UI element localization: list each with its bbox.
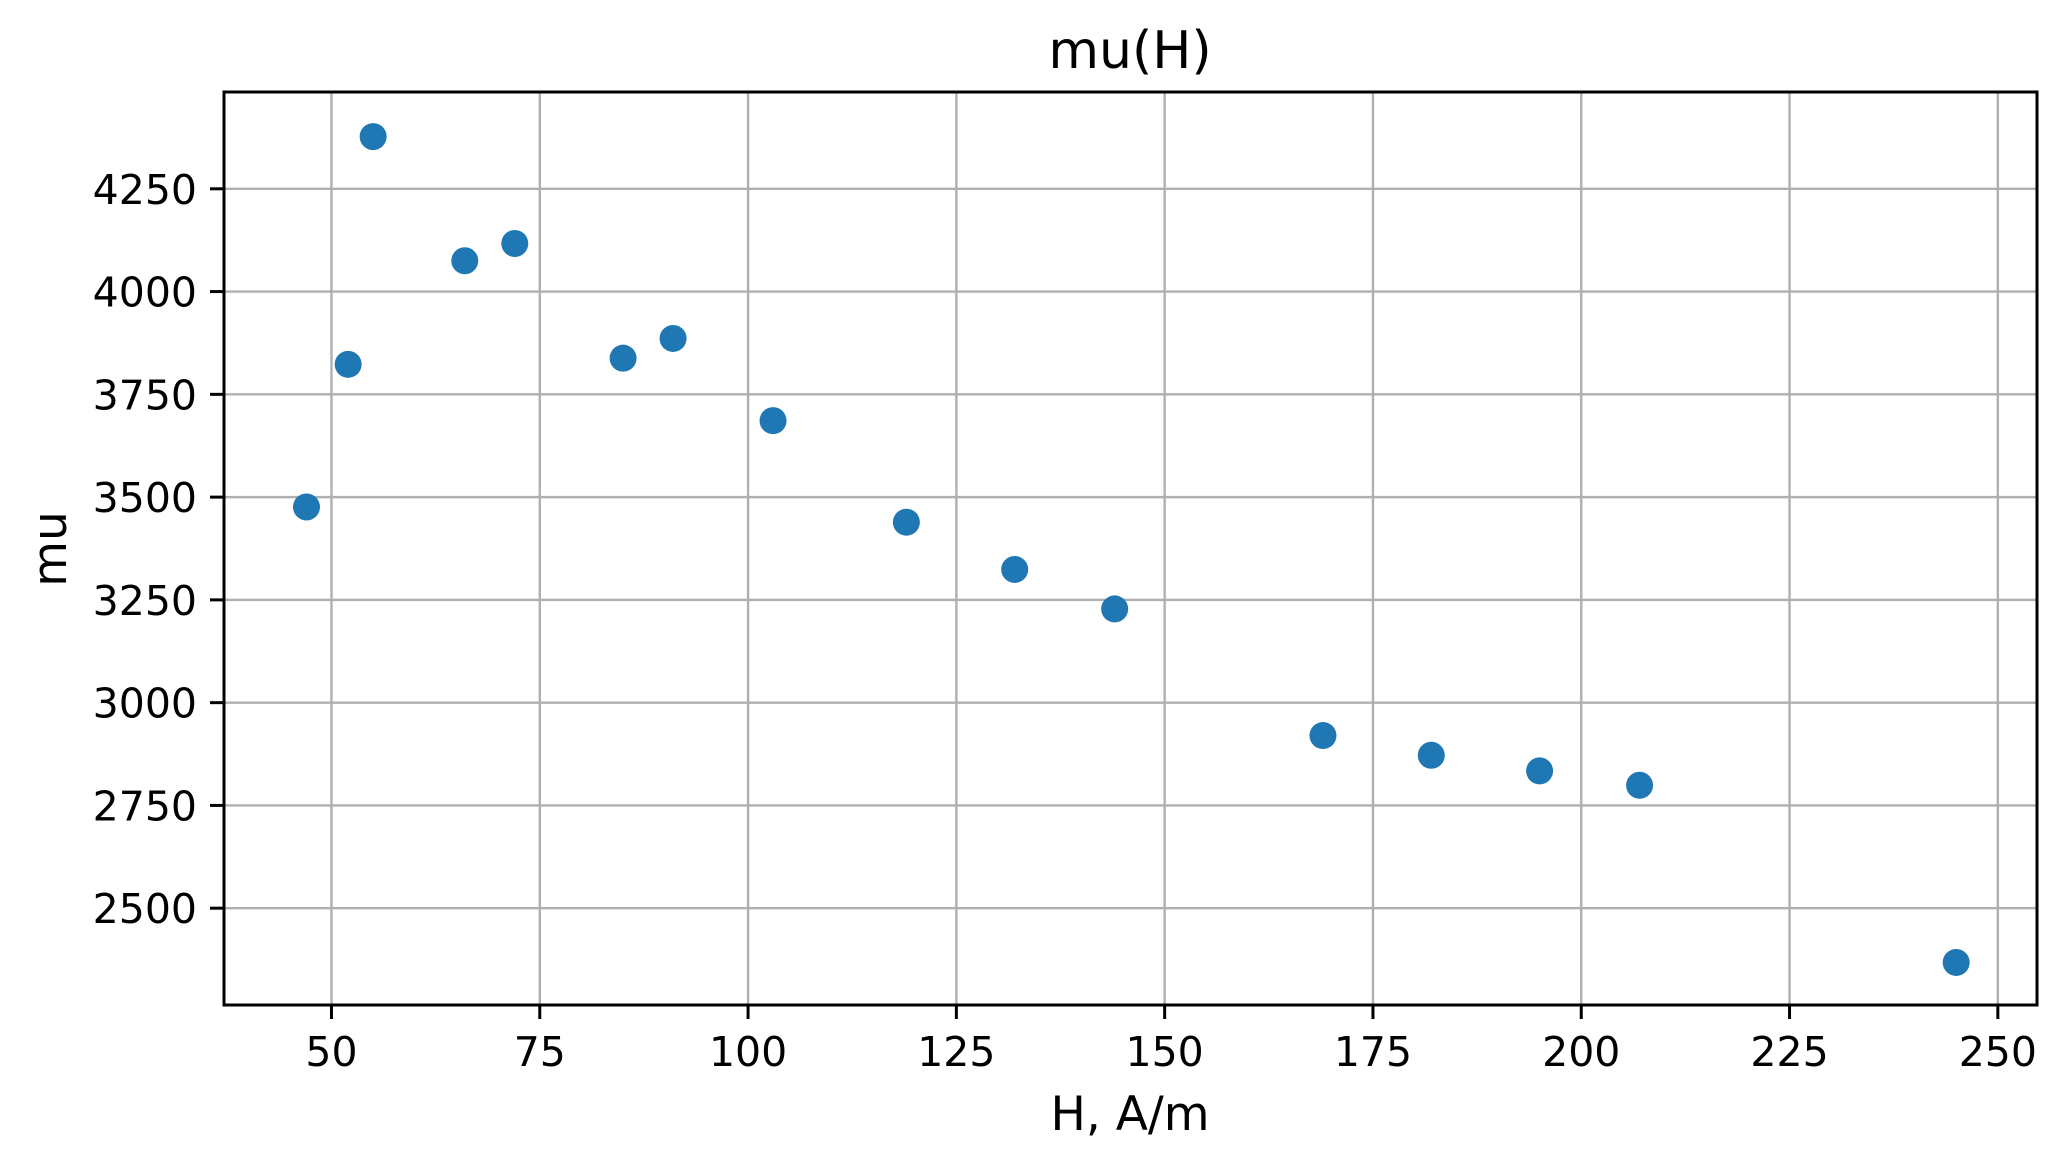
x-tick-label: 175 xyxy=(1334,1028,1412,1076)
data-point xyxy=(1942,948,1970,976)
y-tick-label: 4250 xyxy=(93,166,197,214)
data-point xyxy=(892,508,920,536)
y-axis-label: mu xyxy=(23,511,78,587)
axes-layer xyxy=(210,90,2039,1019)
y-tick-label: 3250 xyxy=(93,577,197,625)
x-tick-label: 100 xyxy=(709,1028,787,1076)
y-tick-label: 2500 xyxy=(93,885,197,933)
x-tick-label: 150 xyxy=(1126,1028,1204,1076)
y-tick-label: 3750 xyxy=(93,371,197,419)
x-tick-label: 225 xyxy=(1750,1028,1828,1076)
data-point xyxy=(501,229,529,257)
y-tick-label: 3500 xyxy=(93,474,197,522)
x-tick-label: 50 xyxy=(305,1028,357,1076)
data-point xyxy=(1417,741,1445,769)
tick-label-layer: 50 75 100 125 150 175 200 225 250 2500 2750 3000 325… xyxy=(93,166,2037,1076)
x-tick-label: 75 xyxy=(514,1028,566,1076)
y-tick-label: 3000 xyxy=(93,680,197,728)
plot-area-border xyxy=(222,90,2039,1007)
x-axis-label: H, A/m xyxy=(1051,1087,1210,1142)
x-tick-label: 200 xyxy=(1542,1028,1620,1076)
data-point xyxy=(759,407,787,435)
data-point xyxy=(1309,722,1337,750)
y-tick-label: 4000 xyxy=(93,269,197,317)
x-tick-label: 125 xyxy=(917,1028,995,1076)
y-tick-label: 2750 xyxy=(93,782,197,830)
x-tick-label: 250 xyxy=(1959,1028,2037,1076)
data-point xyxy=(451,247,479,275)
data-point xyxy=(292,493,320,521)
data-point xyxy=(1001,555,1029,583)
points-layer xyxy=(292,123,1970,976)
data-point xyxy=(1626,771,1654,799)
data-point xyxy=(609,344,637,372)
data-point xyxy=(1526,757,1554,785)
data-point xyxy=(359,123,387,151)
chart-title: mu(H) xyxy=(1048,21,1211,81)
data-point xyxy=(1101,595,1129,623)
data-point xyxy=(659,324,687,352)
data-point xyxy=(334,350,362,378)
grid-layer xyxy=(224,92,2037,1005)
